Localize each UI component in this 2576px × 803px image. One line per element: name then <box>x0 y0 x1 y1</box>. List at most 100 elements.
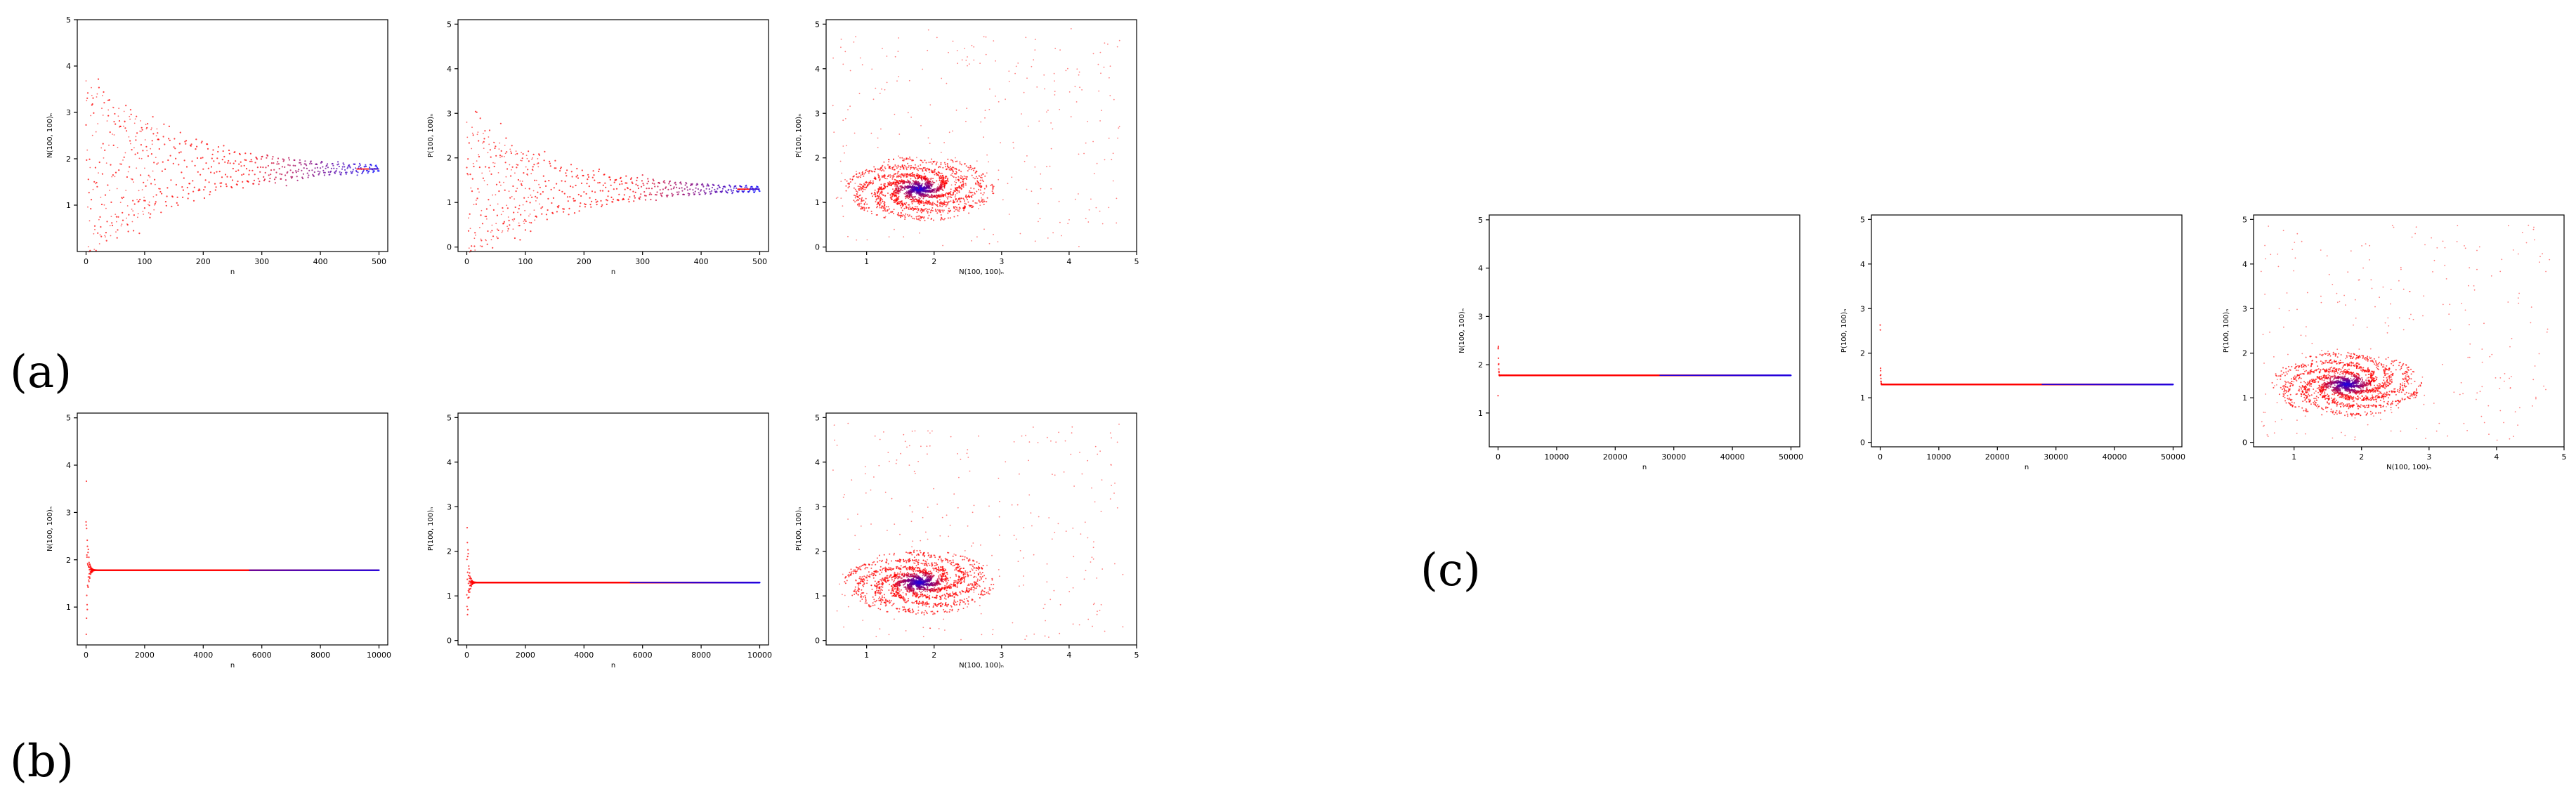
data-point <box>874 169 876 171</box>
data-point <box>943 209 945 211</box>
data-point <box>919 203 920 205</box>
data-point <box>224 161 226 163</box>
data-point <box>131 178 133 181</box>
data-point <box>507 228 509 230</box>
data-point <box>642 183 644 185</box>
data-point <box>185 143 187 145</box>
data-point <box>936 197 939 198</box>
data-point <box>270 162 273 164</box>
data-point <box>906 194 908 196</box>
data-point <box>976 160 978 162</box>
data-point <box>592 170 594 172</box>
data-point <box>899 215 901 217</box>
data-point <box>891 195 894 197</box>
data-point <box>163 123 165 125</box>
data-point <box>886 56 888 57</box>
data-point <box>643 195 646 197</box>
data-point <box>626 182 628 184</box>
data-point <box>309 163 311 165</box>
data-point <box>910 188 912 190</box>
data-point <box>521 184 523 186</box>
data-point <box>277 157 280 159</box>
data-point <box>903 181 905 183</box>
data-point <box>131 221 133 223</box>
data-point <box>884 216 886 218</box>
data-point <box>907 162 909 164</box>
data-point <box>113 134 115 136</box>
data-point <box>514 237 516 240</box>
data-point <box>931 202 934 204</box>
data-point <box>201 141 203 143</box>
data-point <box>908 158 910 160</box>
data-point <box>480 240 483 242</box>
data-point <box>930 197 932 198</box>
data-point <box>622 198 625 200</box>
data-point <box>242 187 244 189</box>
data-point <box>984 110 986 112</box>
data-point <box>129 140 131 142</box>
data-point <box>650 193 653 195</box>
data-point <box>865 197 867 200</box>
data-point <box>881 193 883 195</box>
data-point <box>925 184 927 186</box>
data-point <box>215 186 217 188</box>
data-point <box>183 159 185 162</box>
data-point <box>139 130 141 132</box>
data-point <box>889 176 891 178</box>
data-point <box>932 178 934 180</box>
data-point <box>911 200 913 202</box>
data-point <box>506 207 509 209</box>
data-point <box>858 202 860 204</box>
data-point <box>905 167 908 169</box>
data-point <box>95 131 97 133</box>
data-point <box>872 98 875 100</box>
data-point <box>663 180 665 182</box>
data-point <box>671 192 673 195</box>
data-point <box>887 159 889 161</box>
data-point <box>667 188 669 190</box>
data-point <box>986 184 988 186</box>
data-point <box>637 187 639 190</box>
data-point <box>931 217 933 219</box>
data-point <box>925 200 927 202</box>
data-point <box>884 89 886 91</box>
data-point <box>172 162 174 164</box>
data-point <box>189 183 191 185</box>
data-point <box>861 188 863 190</box>
data-point <box>86 159 88 161</box>
data-point <box>479 245 481 247</box>
data-point <box>941 172 943 174</box>
data-point <box>901 164 903 167</box>
data-point <box>1090 198 1092 200</box>
data-point <box>88 556 90 559</box>
data-point <box>506 151 508 153</box>
data-point <box>888 174 890 176</box>
data-point <box>897 183 899 185</box>
data-point <box>536 163 538 165</box>
data-point <box>897 186 899 188</box>
data-point <box>1074 86 1076 88</box>
data-point <box>861 171 863 174</box>
data-point <box>950 188 952 190</box>
data-point <box>507 216 509 218</box>
data-point <box>961 176 963 178</box>
data-point <box>849 105 851 107</box>
data-point <box>99 216 101 218</box>
data-point <box>86 92 89 94</box>
data-point <box>972 194 974 196</box>
data-point <box>955 172 957 174</box>
data-point <box>220 185 222 188</box>
data-point <box>251 169 254 171</box>
data-point <box>896 188 898 190</box>
data-point <box>976 177 979 179</box>
data-point <box>905 157 908 159</box>
data-point <box>104 235 106 237</box>
data-point <box>929 168 931 170</box>
data-point <box>479 227 480 228</box>
data-point <box>924 180 926 182</box>
data-point <box>532 169 534 171</box>
data-point <box>894 198 896 200</box>
data-point <box>155 183 156 185</box>
data-point <box>646 188 648 190</box>
data-point <box>939 195 941 197</box>
